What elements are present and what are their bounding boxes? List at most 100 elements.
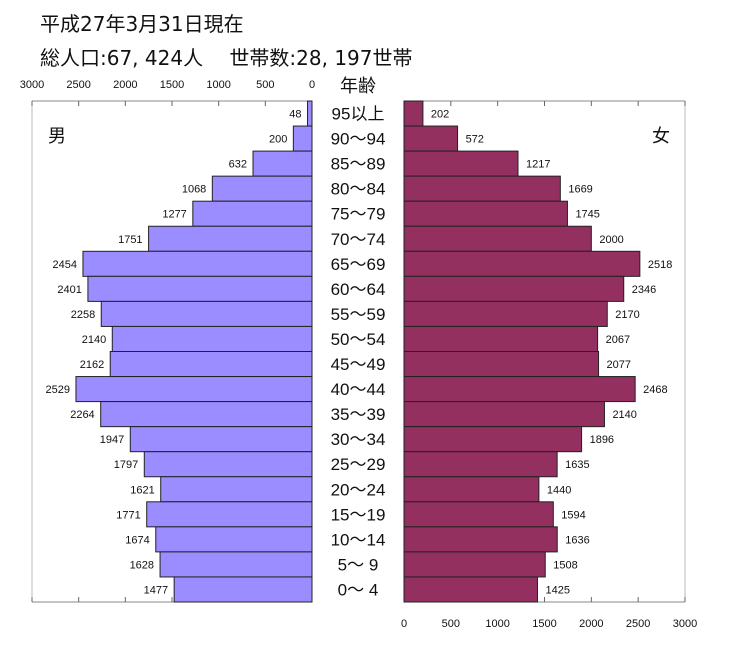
male-data-label: 1068 [182,184,206,196]
male-bar [292,125,313,152]
female-bar [403,451,558,478]
female-data-label: 2518 [648,259,672,271]
male-data-label: 1277 [162,209,186,221]
female-data-label: 202 [431,109,449,121]
female-tick-label: 2500 [626,618,650,630]
male-bar [173,576,313,603]
male-bar [159,551,313,578]
female-data-label: 1508 [553,559,577,571]
male-data-label: 2162 [80,359,104,371]
age-group-label: 25～29 [331,455,386,474]
female-bar [403,275,625,302]
female-tick-label: 3000 [673,618,697,630]
male-data-label: 1628 [130,559,154,571]
female-tick-label: 1000 [485,618,509,630]
female-bar [403,100,424,127]
female-bar [403,526,558,553]
age-group-label: 40～44 [331,380,386,399]
male-tick-label: 0 [309,79,315,91]
female-bar [403,426,583,453]
female-data-label: 2346 [632,284,656,296]
totals-title: 総人口:67, 424人 世帯数:28, 197世帯 [40,46,413,70]
female-data-label: 2468 [643,384,667,396]
male-bar [211,175,313,202]
female-bar [403,125,459,152]
male-bar [87,275,313,302]
male-bar [143,451,313,478]
female-data-label: 1745 [575,209,599,221]
male-data-label: 2401 [57,284,81,296]
male-tick-label: 1500 [160,79,184,91]
age-group-label: 95以上 [332,105,385,124]
male-data-label: 2264 [70,409,94,421]
age-group-label: 0～ 4 [338,580,379,599]
age-group-label: 65～69 [331,255,386,274]
female-data-label: 2077 [607,359,631,371]
male-bar [155,526,313,553]
female-bar [403,551,546,578]
male-data-label: 2258 [71,309,95,321]
age-group-label: 45～49 [331,355,386,374]
male-data-label: 1947 [100,434,124,446]
female-bar [403,225,592,252]
female-data-label: 1669 [568,184,592,196]
male-bar [148,225,313,252]
female-data-label: 1217 [526,159,550,171]
male-data-label: 48 [289,109,301,121]
female-bar [403,250,641,277]
female-bar [403,501,554,528]
female-bar [403,576,538,603]
male-bar [109,351,313,378]
male-data-label: 1621 [130,484,154,496]
male-data-label: 1477 [144,584,168,596]
female-data-label: 1896 [590,434,614,446]
male-bar [129,426,313,453]
age-group-label: 50～54 [331,330,386,349]
male-data-label: 2454 [52,259,76,271]
female-data-label: 1425 [545,584,569,596]
female-data-label: 2067 [606,334,630,346]
male-tick-label: 1000 [206,79,230,91]
female-tick-label: 0 [401,618,407,630]
age-group-label: 60～64 [331,280,386,299]
male-tick-label: 500 [256,79,274,91]
male-bar [82,250,313,277]
male-bar [192,200,313,227]
female-bar [403,376,636,403]
female-data-label: 1594 [561,509,585,521]
male-tick-label: 2000 [113,79,137,91]
age-group-label: 5～ 9 [338,555,379,574]
female-data-label: 2140 [612,409,636,421]
male-bar [111,325,313,353]
male-data-label: 2529 [45,384,69,396]
female-bar [403,175,561,202]
age-group-label: 55～59 [331,305,386,324]
age-group-label: 15～19 [331,505,386,524]
age-group-label: 85～89 [331,155,386,174]
center-axis-title: 年齢 [340,76,376,96]
male-data-label: 632 [229,159,247,171]
legend-male: 男 [48,126,66,146]
male-data-label: 1771 [116,509,140,521]
age-group-label: 80～84 [331,180,386,199]
female-tick-label: 500 [442,618,460,630]
female-bar [403,401,605,428]
date-title: 平成27年3月31日現在 [40,12,244,36]
age-group-label: 35～39 [331,405,386,424]
male-bar [100,401,313,428]
male-data-label: 1751 [118,234,142,246]
male-data-label: 200 [269,134,287,146]
female-bar [403,351,600,378]
male-bar [146,501,313,528]
male-tick-label: 3000 [20,79,44,91]
female-bar [403,200,568,227]
male-bar [252,150,313,177]
female-data-label: 572 [466,134,484,146]
female-data-label: 1635 [565,459,589,471]
male-data-label: 2140 [82,334,106,346]
age-group-label: 10～14 [331,530,386,549]
male-bar [75,376,313,403]
age-group-label: 30～34 [331,430,386,449]
female-data-label: 1636 [565,534,589,546]
